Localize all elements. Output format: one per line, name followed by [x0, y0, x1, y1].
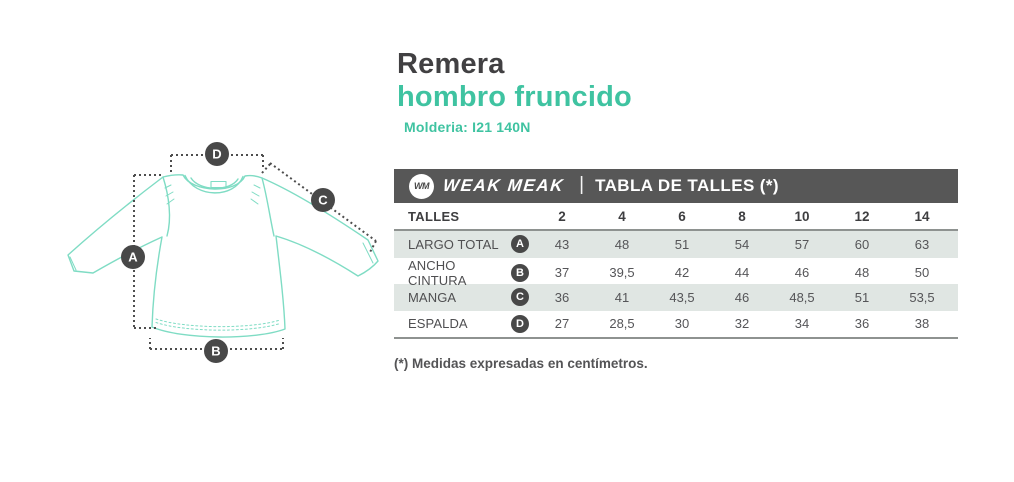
shoulder-gathers: [164, 184, 261, 205]
title-block: Remera hombro fruncido Molderia: I21 140…: [397, 48, 632, 135]
row-label: ANCHO CINTURA: [408, 257, 467, 288]
cell-value: 53,5: [909, 289, 935, 305]
cell-value: 43,5: [669, 289, 695, 305]
cell-value: 48,5: [789, 289, 815, 305]
cell-value: 32: [734, 316, 750, 332]
size-col-header: 4: [618, 208, 626, 224]
cell-value: 34: [794, 316, 810, 332]
size-col-header: 14: [914, 208, 930, 224]
cell-value: 39,5: [609, 265, 635, 280]
cell-value: 28,5: [609, 316, 635, 332]
size-table: WM WEAK MEAK | TABLA DE TALLES (*) TALLE…: [394, 169, 958, 339]
size-col-header: 6: [678, 208, 686, 224]
badge-b-circle: [204, 339, 228, 363]
cell-value: 36: [854, 316, 870, 332]
cell-value: 57: [794, 236, 810, 252]
cell-value: 51: [674, 236, 690, 252]
table-header-row: TALLES 2 4 6 8 10 12 14: [394, 203, 958, 229]
brand-logo-icon: WM: [409, 173, 434, 199]
badge-b-letter: B: [211, 344, 220, 359]
table-title: TABLA DE TALLES (*): [595, 176, 779, 195]
cell-value: 38: [914, 316, 930, 332]
table-header-bar: WM WEAK MEAK | TABLA DE TALLES (*): [394, 169, 958, 203]
table-row-manga: MANGA C 36 41 43,5 46 48,5 51 53,5: [394, 284, 958, 311]
hem-stitch: [155, 318, 281, 331]
row-badge-d: D: [511, 314, 529, 333]
badge-d-letter: D: [212, 147, 221, 162]
table-row-espalda: ESPALDA D 27 28,5 30 32 34 36 38: [394, 311, 958, 338]
badge-d-circle: [205, 142, 229, 166]
cell-value: 60: [854, 236, 870, 252]
molderia-label: Molderia: I21 140N: [404, 119, 531, 135]
row-badge-b: B: [511, 263, 529, 282]
cell-value: 30: [674, 316, 690, 332]
dimension-badges: A B C D: [121, 142, 335, 363]
row-label: MANGA: [408, 289, 457, 305]
bar-separator: |: [579, 174, 585, 195]
row-badge-a: A: [511, 235, 529, 254]
cell-value: 63: [914, 236, 930, 252]
shirt-drawing: A B C D: [67, 142, 379, 363]
cell-value: 48: [854, 265, 870, 280]
badge-a-circle: [121, 245, 145, 269]
cell-value: 37: [554, 265, 570, 280]
cell-value: 27: [554, 316, 570, 332]
col-header-talles: TALLES: [408, 208, 460, 224]
cell-value: 44: [734, 265, 750, 280]
size-col-header: 10: [794, 208, 810, 224]
cell-value: 41: [614, 289, 630, 305]
cell-value: 54: [734, 236, 750, 252]
size-col-header: 2: [558, 208, 566, 224]
row-badge-c: C: [511, 288, 529, 307]
garment-diagram: A B C D: [60, 130, 390, 380]
armhole-seam-left: [162, 176, 171, 237]
cell-value: 36: [554, 289, 570, 305]
armhole-seam-right: [261, 177, 275, 237]
badge-c-letter: C: [318, 193, 328, 208]
brand-name: WEAK MEAK: [442, 176, 566, 195]
badge-a-letter: A: [128, 250, 138, 265]
product-variant: hombro fruncido: [397, 81, 632, 113]
cell-value: 51: [854, 289, 870, 305]
cell-value: 50: [914, 265, 930, 280]
size-col-header: 8: [738, 208, 746, 224]
cuff-lines: [69, 242, 374, 271]
row-label: ESPALDA: [408, 316, 468, 332]
badge-c-circle: [311, 188, 335, 212]
product-title: Remera: [397, 48, 505, 80]
measurement-footnote: (*) Medidas expresadas en centímetros.: [394, 356, 648, 371]
row-label: LARGO TOTAL: [408, 236, 499, 252]
table-row-largo-total: LARGO TOTAL A 43 48 51 54 57 60 63: [394, 231, 958, 258]
table-row-ancho-cintura: ANCHO CINTURA B 37 39,5 42 44 46 48 50: [394, 257, 958, 288]
cell-value: 48: [614, 236, 630, 252]
table-divider-top: [394, 229, 958, 231]
cell-value: 42: [674, 265, 690, 280]
cell-value: 46: [734, 289, 750, 305]
cell-value: 46: [794, 265, 810, 280]
cell-value: 43: [554, 236, 570, 252]
size-col-header: 12: [854, 208, 870, 224]
table-divider-bottom: [394, 337, 958, 339]
